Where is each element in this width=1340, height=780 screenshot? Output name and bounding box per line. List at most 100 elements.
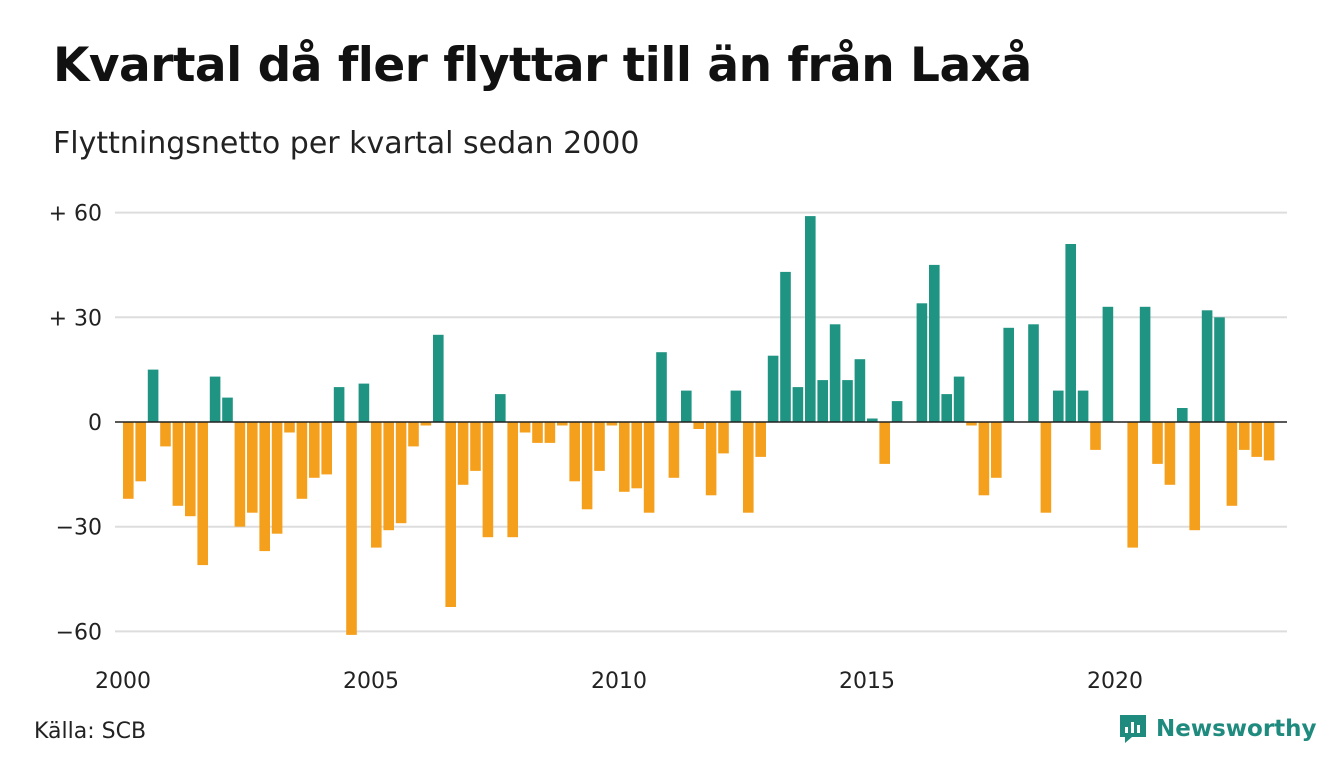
bar (495, 394, 506, 422)
bar (408, 422, 419, 447)
bar (1003, 327, 1014, 422)
bar (1053, 390, 1064, 422)
x-tick-label: 2015 (839, 669, 895, 694)
bar (1189, 422, 1200, 531)
bar (1028, 324, 1039, 422)
bar (1226, 422, 1238, 506)
bar (123, 422, 134, 499)
bar (829, 324, 841, 422)
bar (743, 422, 754, 513)
bar (780, 271, 791, 422)
bar (445, 422, 456, 607)
bar (594, 422, 605, 471)
bar (842, 380, 853, 422)
bar (1164, 422, 1176, 485)
bar (247, 422, 258, 513)
y-tick-label: −30 (56, 516, 102, 541)
y-tick-label: −60 (56, 620, 102, 645)
bar (457, 422, 469, 485)
bar (371, 422, 382, 548)
bar (569, 422, 580, 482)
bar (817, 380, 828, 422)
bar (172, 422, 184, 506)
bar (631, 422, 642, 489)
newsworthy-logo-icon (1120, 715, 1146, 743)
bar (383, 422, 394, 531)
bar (234, 422, 246, 527)
bar (333, 387, 345, 422)
bar (693, 422, 704, 429)
x-tick-label: 2010 (591, 669, 647, 694)
bar (929, 264, 940, 422)
x-tick-label: 2000 (95, 669, 151, 694)
bar (433, 334, 444, 423)
bar (1090, 422, 1101, 450)
bar (135, 422, 146, 482)
bar (321, 422, 332, 475)
bar (1065, 244, 1076, 422)
bar (296, 422, 308, 499)
bar (147, 369, 159, 422)
chart-title: Kvartal då fler flyttar till än från Lax… (53, 38, 1032, 93)
bar (544, 422, 556, 443)
bar (705, 422, 717, 496)
bar (209, 376, 221, 422)
bar (805, 216, 816, 422)
bar (991, 422, 1002, 478)
bar (222, 397, 233, 422)
bar (1251, 422, 1262, 457)
bar (1040, 422, 1052, 513)
bar (346, 422, 357, 635)
bar (395, 422, 407, 524)
bar (854, 359, 866, 422)
x-tick-label: 2005 (343, 669, 399, 694)
bar (1077, 390, 1089, 422)
bar (891, 401, 903, 422)
bar (581, 422, 593, 510)
source-note: Källa: SCB (34, 719, 147, 744)
bar (160, 422, 171, 447)
bar (482, 422, 494, 538)
x-tick-label: 2020 (1087, 669, 1143, 694)
bar (953, 376, 965, 422)
bar (259, 422, 270, 552)
brand-name: Newsworthy (1156, 716, 1317, 742)
y-tick-label: + 60 (49, 202, 102, 227)
bar (755, 422, 766, 457)
bar (879, 422, 890, 464)
bar (532, 422, 543, 443)
bar (1102, 306, 1114, 422)
bar (1214, 317, 1225, 422)
bar (358, 383, 370, 422)
bar (681, 390, 692, 422)
bar (1239, 422, 1250, 450)
bar (1139, 306, 1151, 422)
bar (867, 418, 878, 422)
bar (507, 422, 518, 538)
bar (668, 422, 680, 478)
bar (1201, 310, 1213, 422)
bar (1152, 422, 1163, 464)
brand: Newsworthy (1118, 713, 1317, 745)
bar (718, 422, 729, 454)
bar (966, 422, 977, 426)
bar (1263, 422, 1275, 461)
bar (470, 422, 481, 471)
bar (557, 422, 568, 426)
bar (519, 422, 531, 433)
bar (730, 390, 742, 422)
y-tick-label: 0 (88, 411, 102, 436)
bar (643, 422, 655, 513)
y-tick-label: + 30 (49, 306, 102, 331)
bar (767, 355, 779, 422)
bar (916, 303, 928, 422)
bar (606, 422, 618, 426)
bar (941, 394, 952, 422)
bar (271, 422, 283, 534)
bar (420, 422, 432, 426)
bar (619, 422, 630, 492)
bar (1127, 422, 1138, 548)
chart-subtitle: Flyttningsnetto per kvartal sedan 2000 (53, 126, 640, 161)
bar (792, 387, 804, 422)
